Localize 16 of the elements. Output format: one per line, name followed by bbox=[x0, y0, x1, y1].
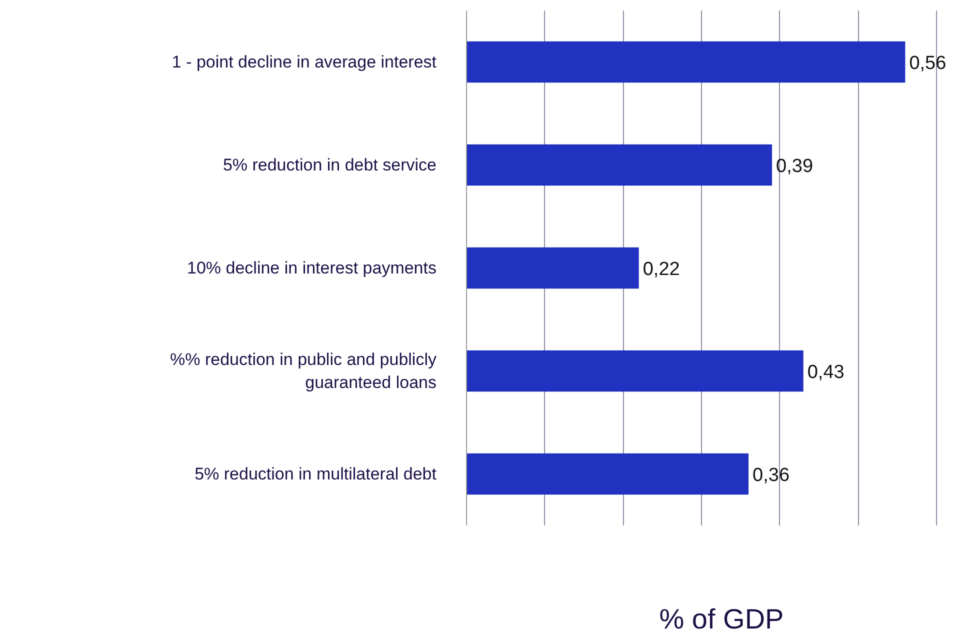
y-tick-label: 1 - point decline in average interest bbox=[172, 52, 437, 72]
bar bbox=[466, 453, 749, 495]
data-label: 0,39 bbox=[776, 156, 814, 177]
y-tick-label: 5% reduction in multilateral debt bbox=[194, 464, 437, 484]
bar bbox=[466, 41, 906, 83]
y-tick-label: 10% decline in interest payments bbox=[187, 258, 437, 278]
bar bbox=[466, 144, 772, 186]
y-tick-label: %% reduction in public and publicly guaranteed loans bbox=[170, 350, 437, 392]
x-axis-title: % of GDP bbox=[659, 604, 784, 634]
data-label: 0,22 bbox=[642, 259, 680, 280]
data-label: 0,36 bbox=[752, 465, 790, 486]
data-label: 0,43 bbox=[807, 362, 844, 383]
y-tick-label: 5% reduction in debt service bbox=[222, 156, 436, 174]
data-label: 0,56 bbox=[909, 53, 946, 74]
bar bbox=[466, 247, 639, 289]
bar bbox=[466, 350, 804, 392]
